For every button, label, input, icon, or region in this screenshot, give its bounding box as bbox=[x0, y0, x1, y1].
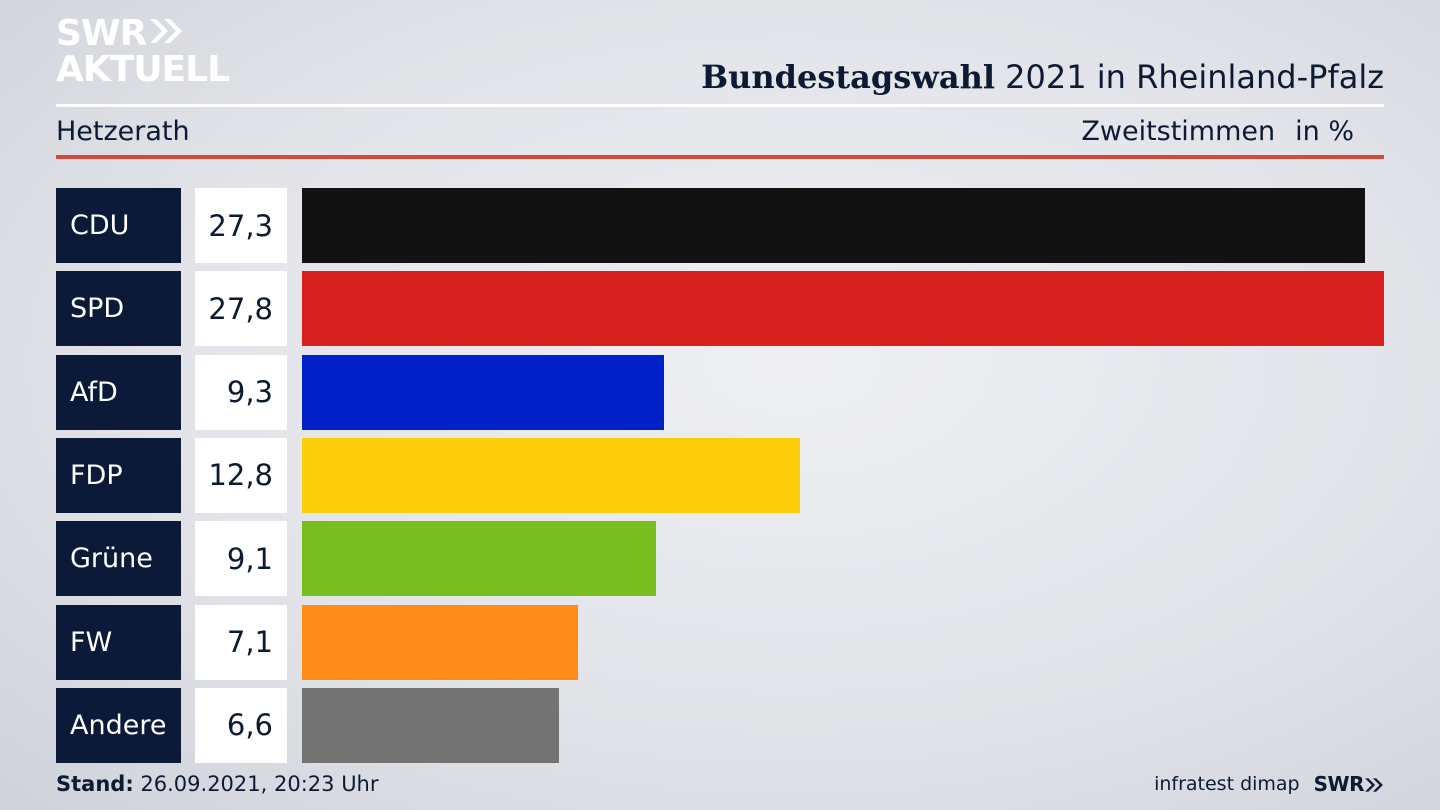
party-label: FDP bbox=[56, 437, 181, 513]
chart-row: FDP 12,8 bbox=[56, 437, 1384, 513]
value-label: 9,3 bbox=[195, 354, 287, 430]
stand-label: Stand: bbox=[56, 772, 134, 796]
swr-brand: SWR bbox=[1314, 772, 1384, 796]
logo-line-2: AKTUELL bbox=[56, 49, 230, 90]
double-chevron-small-icon bbox=[1365, 778, 1383, 792]
party-label: FW bbox=[56, 604, 181, 680]
party-label: SPD bbox=[56, 271, 181, 347]
party-label: CDU bbox=[56, 188, 181, 263]
swr-aktuell-logo: SWR AKTUELL bbox=[56, 13, 230, 90]
location-label: Hetzerath bbox=[56, 116, 190, 147]
timestamp: Stand: 26.09.2021, 20:23 Uhr bbox=[56, 772, 379, 796]
title-rest: 2021 in Rheinland-Pfalz bbox=[1005, 58, 1384, 96]
source-credit: infratest dimap SWR bbox=[1154, 772, 1384, 796]
bar bbox=[302, 687, 559, 763]
source-label: infratest dimap bbox=[1154, 773, 1300, 795]
value-label: 27,8 bbox=[195, 271, 287, 347]
double-chevron-icon bbox=[148, 16, 184, 52]
chart-row: Andere 6,6 bbox=[56, 687, 1384, 763]
measure-label: Zweitstimmen bbox=[1081, 116, 1276, 147]
swr-brand-text: SWR bbox=[1313, 772, 1365, 796]
value-label: 12,8 bbox=[195, 437, 287, 513]
title-bold: Bundestagswahl bbox=[701, 58, 995, 96]
bar bbox=[302, 188, 1365, 263]
value-label: 9,1 bbox=[195, 521, 287, 597]
party-label: Grüne bbox=[56, 521, 181, 597]
value-label: 7,1 bbox=[195, 604, 287, 680]
bar bbox=[302, 354, 664, 430]
red-divider bbox=[56, 155, 1384, 159]
page-title: Bundestagswahl 2021 in Rheinland-Pfalz bbox=[701, 58, 1384, 96]
bar bbox=[302, 604, 579, 680]
subhead: Zweitstimmen in % bbox=[1081, 116, 1354, 147]
bar bbox=[302, 437, 801, 513]
unit-label: in % bbox=[1295, 116, 1354, 147]
chart-row: Grüne 9,1 bbox=[56, 521, 1384, 597]
chart-row: SPD 27,8 bbox=[56, 271, 1384, 347]
party-label: AfD bbox=[56, 354, 181, 430]
chart-row: CDU 27,3 bbox=[56, 188, 1384, 263]
party-label: Andere bbox=[56, 687, 181, 763]
chart-row: AfD 9,3 bbox=[56, 354, 1384, 430]
logo-line-1: SWR bbox=[56, 13, 147, 54]
value-label: 27,3 bbox=[195, 188, 287, 263]
bar bbox=[302, 521, 657, 597]
stand-value: 26.09.2021, 20:23 Uhr bbox=[140, 772, 379, 796]
chart-row: FW 7,1 bbox=[56, 604, 1384, 680]
header-divider bbox=[56, 104, 1384, 107]
bar bbox=[302, 271, 1384, 347]
value-label: 6,6 bbox=[195, 687, 287, 763]
